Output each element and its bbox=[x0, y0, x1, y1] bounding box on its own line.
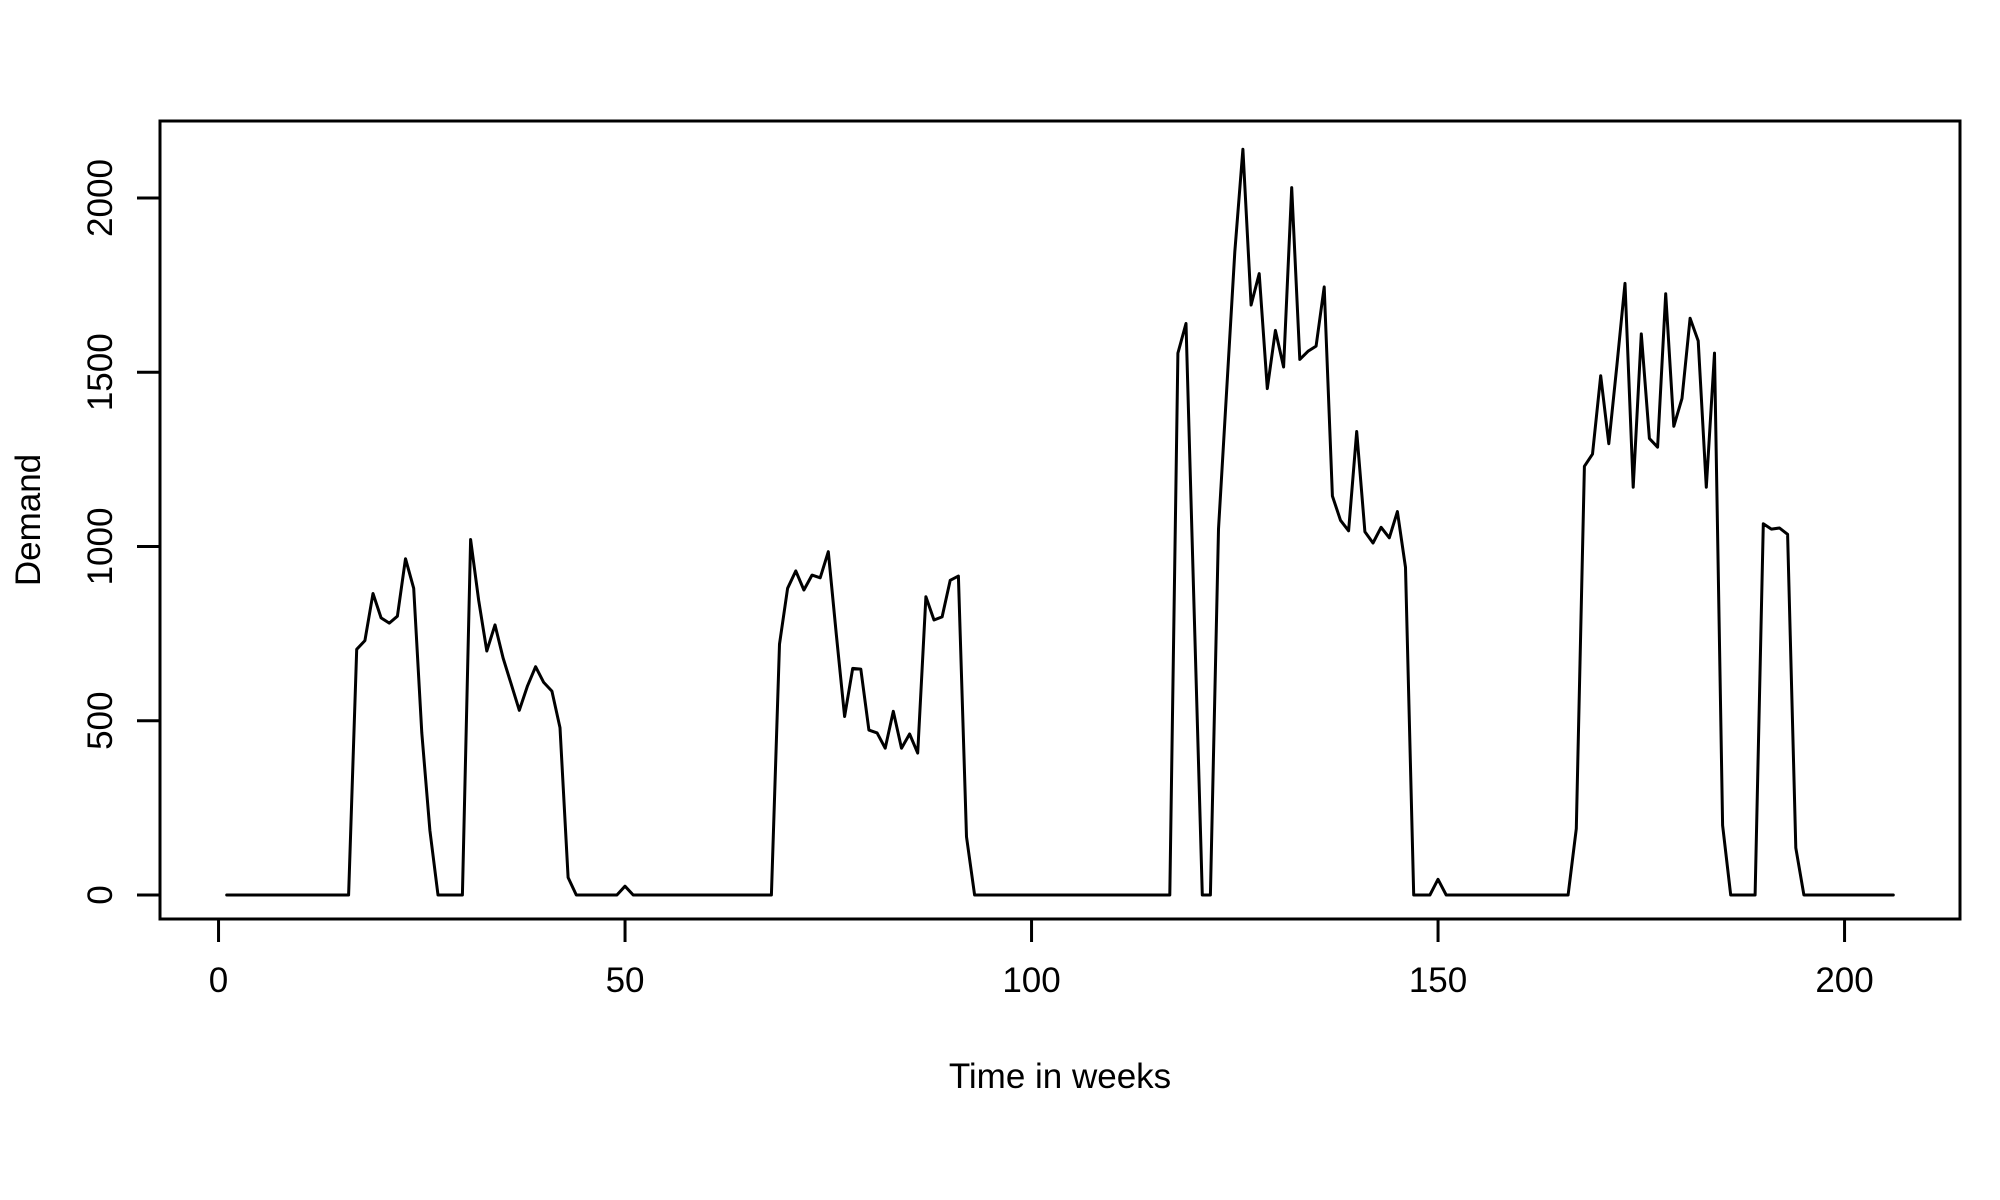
y-axis-tick-label: 2000 bbox=[81, 159, 120, 237]
x-axis-tick-label: 0 bbox=[209, 961, 228, 1000]
x-axis-tick-label: 50 bbox=[606, 961, 645, 1000]
y-axis-tick-label: 0 bbox=[81, 885, 120, 904]
y-axis-tick-label: 1000 bbox=[81, 508, 120, 586]
x-axis-tick-label: 200 bbox=[1815, 961, 1873, 1000]
plot-box bbox=[158, 119, 1962, 921]
y-axis-title: Demand bbox=[9, 454, 48, 586]
x-axis-tick-label: 100 bbox=[1002, 961, 1060, 1000]
x-axis-tick-label: 150 bbox=[1409, 961, 1467, 1000]
x-axis-title: Time in weeks bbox=[949, 1057, 1171, 1096]
demand-series-line bbox=[225, 147, 1895, 897]
y-axis-tick-label: 1500 bbox=[81, 333, 120, 411]
y-axis-tick-label: 500 bbox=[81, 692, 120, 750]
